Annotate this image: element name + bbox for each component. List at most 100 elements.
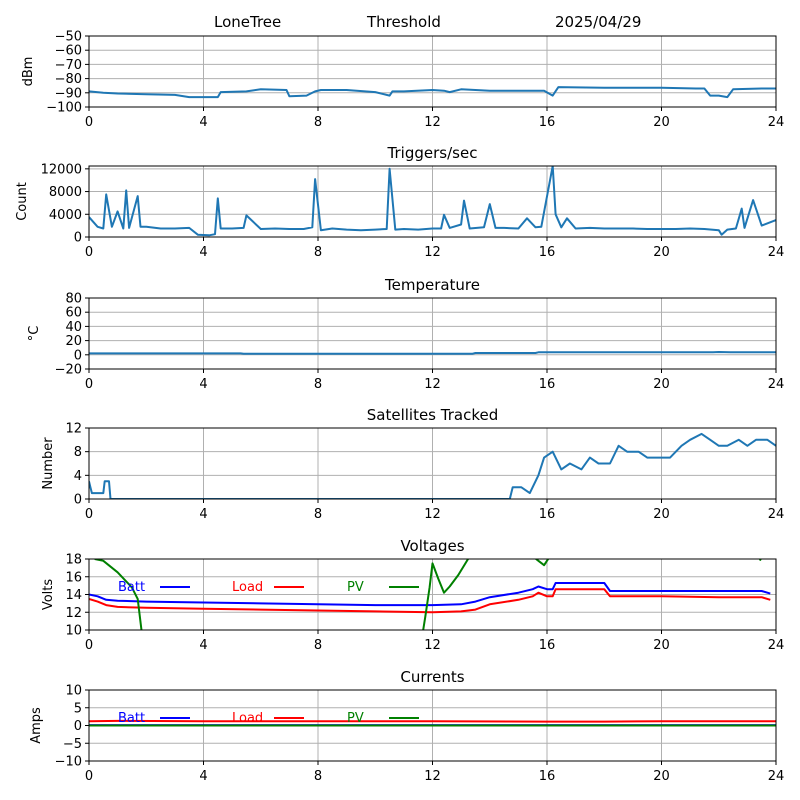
chart-title: Temperature [384,276,480,294]
legend-label: PV [347,711,364,726]
y-tick-label: −10 [55,755,82,770]
y-axis-label: °C [27,326,42,342]
y-tick-label: 12000 [41,162,82,177]
chart-panel: 0 4 8 12 16 20 24 0 4000 8000 12000 Triggers/sec Cou… [15,144,784,260]
legend-label: Batt [118,580,145,595]
y-tick-label: 4000 [49,208,82,223]
x-tick-label: 20 [653,638,670,653]
x-tick-label: 24 [768,245,785,260]
x-tick-label: 4 [199,769,207,784]
y-axis-label: dBm [21,57,36,87]
y-tick-label: −60 [55,44,82,59]
y-axis-label: Number [41,437,56,490]
x-tick-label: 16 [539,377,556,392]
y-tick-label: 16 [65,570,82,585]
x-tick-label: 8 [314,377,322,392]
x-tick-label: 0 [85,769,93,784]
x-tick-label: 12 [424,245,441,260]
x-tick-label: 16 [539,115,556,130]
header-mode: Threshold [366,13,441,31]
x-tick-label: 24 [768,769,785,784]
series-line [89,166,776,237]
y-tick-label: 20 [65,334,82,349]
x-tick-label: 16 [539,507,556,522]
series-line [94,559,762,630]
chart-title: Satellites Tracked [367,406,498,424]
y-tick-label: −5 [63,737,82,752]
x-tick-label: 16 [539,638,556,653]
x-tick-label: 24 [768,638,785,653]
x-tick-label: 0 [85,377,93,392]
x-tick-label: 4 [199,507,207,522]
x-tick-label: 0 [85,507,93,522]
y-tick-label: −20 [55,363,82,378]
legend-label: Load [232,580,263,595]
header-station: LoneTree [214,13,281,31]
legend-label: PV [347,580,364,595]
y-tick-label: −50 [55,30,82,45]
y-axis-label: Volts [41,579,56,611]
y-tick-label: 18 [65,553,82,568]
y-tick-label: 14 [65,588,82,603]
x-tick-label: 16 [539,245,556,260]
x-tick-label: 20 [653,507,670,522]
series-line [89,582,771,607]
y-tick-label: 0 [74,493,82,508]
chart-panel: 0 4 8 12 16 20 24 −100−90−80−70−60−50 dBm [21,30,784,131]
y-tick-label: 40 [65,320,82,335]
y-tick-label: 10 [65,684,82,699]
header-date: 2025/04/29 [555,13,641,31]
chart-title: Triggers/sec [387,144,478,162]
x-tick-label: 12 [424,377,441,392]
chart-panel: 0 4 8 12 16 20 24 10 12 14 16 18 Voltages Volts Batt Lo… [41,537,784,653]
series-line [89,432,776,499]
chart-panel: 0 4 8 12 16 20 24 −10 −5 0 5 10 Currents Amps Batt Load… [29,668,784,784]
x-tick-label: 24 [768,507,785,522]
x-tick-label: 8 [314,769,322,784]
x-tick-label: 20 [653,377,670,392]
y-axis-label: Count [15,182,30,221]
x-tick-label: 4 [199,377,207,392]
x-tick-label: 8 [314,507,322,522]
y-tick-label: 8 [74,445,82,460]
y-tick-label: 12 [65,606,82,621]
y-tick-label: 8000 [49,185,82,200]
x-tick-label: 4 [199,638,207,653]
series-line [89,86,776,99]
y-tick-label: −80 [55,72,82,87]
x-tick-label: 24 [768,377,785,392]
series-line [89,719,776,723]
x-tick-label: 0 [85,245,93,260]
y-tick-label: −100 [46,101,82,116]
chart-panel: 0 4 8 12 16 20 24 0 4 8 12 Satellites Tracked Number [41,406,784,522]
series-line [89,351,776,355]
y-tick-label: 5 [74,701,82,716]
chart-title: Currents [400,668,464,686]
x-tick-label: 8 [314,115,322,130]
x-tick-label: 20 [653,769,670,784]
x-tick-label: 8 [314,245,322,260]
y-tick-label: 4 [74,469,82,484]
x-tick-label: 12 [424,115,441,130]
y-axis-label: Amps [29,707,44,744]
y-tick-label: 12 [65,422,82,437]
x-tick-label: 4 [199,115,207,130]
y-tick-label: 0 [74,231,82,246]
x-tick-label: 4 [199,245,207,260]
legend-label: Batt [118,711,145,726]
y-tick-label: 0 [74,348,82,363]
y-tick-label: −70 [55,58,82,73]
x-tick-label: 12 [424,638,441,653]
y-tick-label: 80 [65,292,82,307]
series-line [89,588,771,614]
x-tick-label: 12 [424,769,441,784]
x-tick-label: 16 [539,769,556,784]
x-tick-label: 8 [314,638,322,653]
y-tick-label: 60 [65,306,82,321]
y-tick-label: −90 [55,86,82,101]
legend-label: Load [232,711,263,726]
x-tick-label: 0 [85,115,93,130]
x-tick-label: 0 [85,638,93,653]
